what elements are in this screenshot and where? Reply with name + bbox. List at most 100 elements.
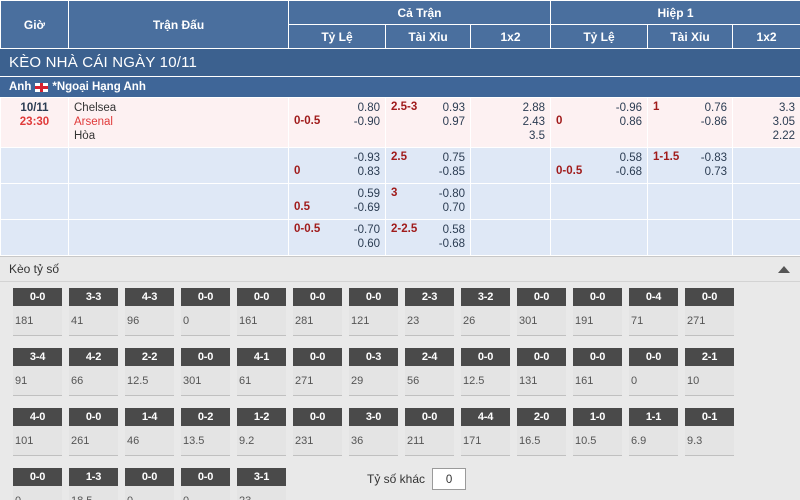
odds-cell-full-overunder[interactable]: 0.93 0.97 2.5-3 xyxy=(385,97,471,148)
score-odd[interactable]: 9.3 xyxy=(685,426,734,456)
odd-value-bottom[interactable]: -0.69 xyxy=(353,202,380,214)
score-label[interactable]: 0-1 xyxy=(685,408,734,426)
score-option[interactable]: 4-4 171 xyxy=(461,408,517,456)
score-odd[interactable]: 23 xyxy=(405,306,454,336)
score-odd[interactable]: 161 xyxy=(237,306,286,336)
score-odd[interactable]: 41 xyxy=(69,306,118,336)
score-label[interactable]: 1-1 xyxy=(629,408,678,426)
score-label[interactable]: 3-3 xyxy=(69,288,118,306)
odds-cell-full-handicap[interactable]: 0.59 -0.69 0.5 xyxy=(288,183,386,220)
score-odd[interactable]: 71 xyxy=(629,306,678,336)
score-option[interactable]: 0-0 181 xyxy=(13,288,69,336)
score-label[interactable]: 1-4 xyxy=(125,408,174,426)
odd-value-bottom[interactable]: 0.86 xyxy=(619,116,642,128)
score-label[interactable]: 2-1 xyxy=(685,348,734,366)
score-odd[interactable]: 91 xyxy=(13,366,62,396)
score-label[interactable]: 0-0 xyxy=(237,288,286,306)
score-odd[interactable]: 6.9 xyxy=(629,426,678,456)
score-odd[interactable]: 18.5 xyxy=(69,486,118,500)
score-odd[interactable]: 96 xyxy=(125,306,174,336)
score-option[interactable]: 0-0 161 xyxy=(237,288,293,336)
score-odd[interactable]: 10.5 xyxy=(573,426,622,456)
odd-value-bottom[interactable]: -0.86 xyxy=(700,116,727,128)
odd-value-top[interactable]: -0.96 xyxy=(615,102,642,114)
score-option[interactable]: 0-0 12.5 xyxy=(461,348,517,396)
score-label[interactable]: 0-0 xyxy=(461,348,510,366)
score-option[interactable]: 3-2 26 xyxy=(461,288,517,336)
score-odd[interactable]: 131 xyxy=(517,366,566,396)
table-row[interactable]: 10/11 23:30 Chelsea Arsenal Hòa 0.80 -0.… xyxy=(0,97,800,148)
score-label[interactable]: 0-0 xyxy=(125,468,174,486)
score-odd[interactable]: 16.5 xyxy=(517,426,566,456)
odd-value-bottom[interactable]: 0.97 xyxy=(442,116,465,128)
score-label[interactable]: 4-1 xyxy=(237,348,286,366)
score-label[interactable]: 2-2 xyxy=(125,348,174,366)
score-label[interactable]: 3-2 xyxy=(461,288,510,306)
score-label[interactable]: 3-0 xyxy=(349,408,398,426)
score-label[interactable]: 4-4 xyxy=(461,408,510,426)
odds-cell-half-overunder[interactable]: 0.76 -0.86 1 xyxy=(647,97,733,148)
score-odd[interactable]: 271 xyxy=(293,366,342,396)
score-label[interactable]: 4-3 xyxy=(125,288,174,306)
odd-value-top[interactable]: -0.93 xyxy=(353,152,380,164)
score-odd[interactable]: 23 xyxy=(237,486,286,500)
odds-cell-full-overunder[interactable]: -0.80 0.70 3 xyxy=(385,183,471,220)
score-label[interactable]: 0-0 xyxy=(293,288,342,306)
odd-value-top[interactable]: 0.58 xyxy=(442,224,465,236)
score-label[interactable]: 0-4 xyxy=(629,288,678,306)
score-label[interactable]: 0-0 xyxy=(13,468,62,486)
score-label[interactable]: 0-0 xyxy=(517,288,566,306)
score-odd[interactable]: 0 xyxy=(13,486,62,500)
correct-score-panel-header[interactable]: Kèo tỷ số xyxy=(0,256,800,282)
other-score-value[interactable]: 0 xyxy=(432,468,467,490)
odd-value-top[interactable]: 0.76 xyxy=(704,102,727,114)
score-option[interactable]: 0-00 xyxy=(125,468,181,500)
odds-cell-full-overunder[interactable]: 0.75 -0.85 2.5 xyxy=(385,147,471,184)
score-label[interactable]: 0-3 xyxy=(349,348,398,366)
score-option[interactable]: 1-1 6.9 xyxy=(629,408,685,456)
score-option[interactable]: 0-0 271 xyxy=(685,288,741,336)
score-option[interactable]: 1-4 46 xyxy=(125,408,181,456)
odd-value-bottom[interactable]: -0.85 xyxy=(438,166,465,178)
score-option[interactable]: 4-0 101 xyxy=(13,408,69,456)
score-odd[interactable]: 0 xyxy=(125,486,174,500)
score-label[interactable]: 1-0 xyxy=(573,408,622,426)
score-odd[interactable]: 46 xyxy=(125,426,174,456)
score-label[interactable]: 2-4 xyxy=(405,348,454,366)
score-odd[interactable]: 181 xyxy=(13,306,62,336)
score-option[interactable]: 4-2 66 xyxy=(69,348,125,396)
score-odd[interactable]: 9.2 xyxy=(237,426,286,456)
odds-cell-full-overunder[interactable]: 0.58 -0.68 2-2.5 xyxy=(385,219,471,256)
score-odd[interactable]: 101 xyxy=(13,426,62,456)
score-label[interactable]: 2-0 xyxy=(517,408,566,426)
odds-cell-half-handicap[interactable]: -0.96 0.86 0 xyxy=(550,97,648,148)
odds-cell-full-1x2[interactable] xyxy=(470,219,551,256)
score-label[interactable]: 0-0 xyxy=(685,288,734,306)
odds-cell-half-1x2[interactable] xyxy=(732,219,800,256)
score-option[interactable]: 2-3 23 xyxy=(405,288,461,336)
odd-x[interactable]: 2.43 xyxy=(522,116,545,128)
odd-value-top[interactable]: 0.75 xyxy=(442,152,465,164)
score-odd[interactable]: 301 xyxy=(517,306,566,336)
odds-cell-full-handicap[interactable]: 0.80 -0.90 0-0.5 xyxy=(288,97,386,148)
score-odd[interactable]: 231 xyxy=(293,426,342,456)
score-odd[interactable]: 261 xyxy=(69,426,118,456)
odds-cell-full-1x2[interactable]: 2.88 2.43 3.5 xyxy=(470,97,551,148)
score-option[interactable]: 0-0 121 xyxy=(349,288,405,336)
score-option[interactable]: 0-0 231 xyxy=(293,408,349,456)
odd-value-top[interactable]: 0.58 xyxy=(619,152,642,164)
score-label[interactable]: 0-0 xyxy=(181,468,230,486)
score-odd[interactable]: 271 xyxy=(685,306,734,336)
score-label[interactable]: 1-3 xyxy=(69,468,118,486)
odds-cell-half-1x2[interactable] xyxy=(732,183,800,220)
score-label[interactable]: 0-0 xyxy=(517,348,566,366)
league-bar[interactable]: Anh *Ngoại Hạng Anh xyxy=(0,77,800,97)
odd-x[interactable]: 3.05 xyxy=(772,116,795,128)
score-option[interactable]: 1-318.5 xyxy=(69,468,125,500)
odds-cell-half-overunder[interactable]: -0.83 0.73 1-1.5 xyxy=(647,147,733,184)
score-label[interactable]: 0-0 xyxy=(293,348,342,366)
score-odd[interactable]: 56 xyxy=(405,366,454,396)
score-odd[interactable]: 161 xyxy=(573,366,622,396)
